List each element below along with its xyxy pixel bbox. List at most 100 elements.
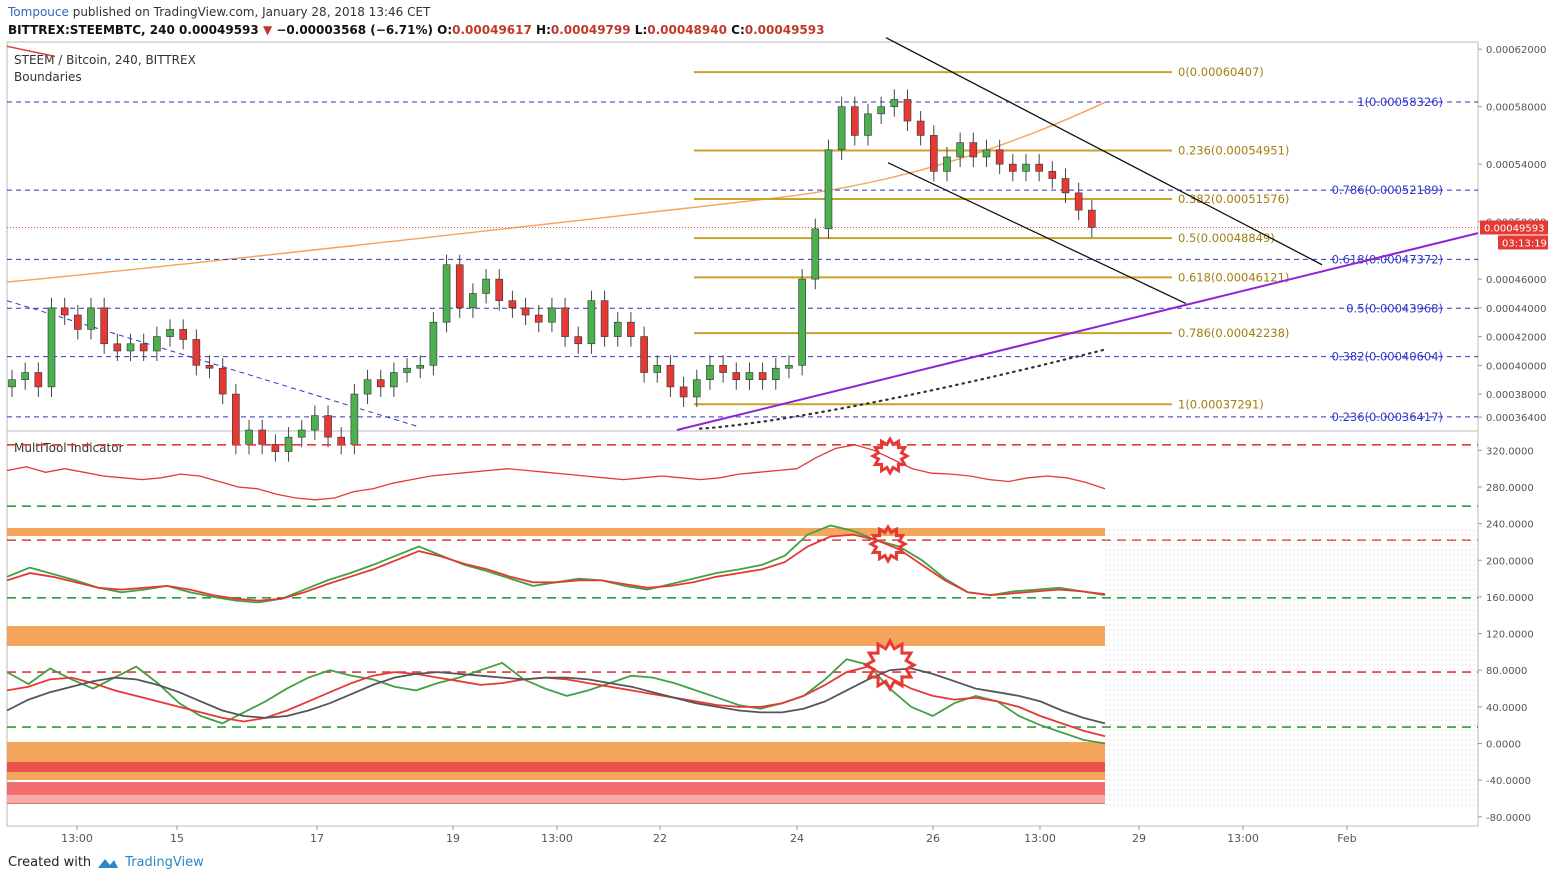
- candle: [113, 343, 122, 352]
- indicator-series-line: [6, 524, 1106, 604]
- fib-blue-label: 0.5(0.00043968): [1346, 301, 1443, 315]
- timer-tag: [1498, 235, 1548, 250]
- candle: [324, 415, 332, 438]
- upper-ma-line: [6, 45, 56, 58]
- fib-blue-label: 1(0.00058326): [1357, 95, 1443, 109]
- timer-tag-value: 03:13:19: [1502, 238, 1547, 249]
- candle: [824, 149, 833, 230]
- heat-band: [7, 626, 1105, 646]
- candle: [521, 307, 530, 316]
- y-tick-label: 0.00036400: [1486, 413, 1546, 424]
- candle: [100, 307, 108, 345]
- y-tick-label: 0.00040000: [1486, 361, 1546, 372]
- ohlc-header: BITTREX:STEEMBTC, 240 0.00049593 ▼ −0.00…: [8, 23, 824, 37]
- candle: [403, 367, 411, 373]
- candle: [719, 365, 727, 373]
- candle: [837, 106, 846, 151]
- moving-average-line: [6, 101, 1106, 283]
- candle: [587, 300, 596, 345]
- down-arrow-icon: ▼: [262, 23, 273, 37]
- x-tick-label: Feb: [1337, 832, 1356, 845]
- last-price: 0.00049593: [179, 23, 259, 37]
- x-tick-label: 22: [653, 832, 667, 845]
- candle: [1061, 178, 1070, 194]
- tradingview-logo-icon: [98, 858, 119, 868]
- y-tick-label: 0.0000: [1486, 740, 1521, 751]
- candle: [930, 135, 938, 172]
- candle: [205, 365, 214, 369]
- candle: [732, 372, 741, 381]
- candle: [60, 307, 69, 316]
- brand-link[interactable]: TradingView: [125, 855, 204, 870]
- candle: [442, 264, 451, 323]
- y-tick-label: 120.0000: [1486, 630, 1534, 641]
- y-tick-label: 40.0000: [1486, 703, 1527, 714]
- low-value: 0.00048940: [647, 23, 727, 37]
- indicator-series-line: [6, 533, 1106, 602]
- candle: [1022, 163, 1030, 172]
- publish-info: Tompouce published on TradingView.com, J…: [8, 5, 430, 19]
- series-legend: STEEM / Bitcoin, 240, BITTREX: [14, 53, 196, 67]
- candle: [758, 372, 767, 381]
- y-tick-label: 280.0000: [1486, 483, 1534, 494]
- high-value: 0.00049799: [550, 23, 631, 37]
- candle: [653, 365, 662, 373]
- candle: [877, 106, 885, 115]
- candle: [87, 307, 95, 330]
- candle: [416, 365, 425, 369]
- candle: [74, 314, 82, 330]
- candle: [311, 415, 319, 431]
- y-tick-label: 0.00044000: [1486, 304, 1546, 315]
- price-tag: [1480, 220, 1548, 235]
- candle: [429, 321, 438, 366]
- channel-upper-line: [885, 37, 1323, 266]
- candle: [21, 372, 29, 381]
- candle: [166, 329, 174, 337]
- signal-star-icon: [867, 523, 909, 565]
- high-key: H:: [536, 23, 551, 37]
- signal-star-icon: [862, 637, 918, 693]
- author-link[interactable]: Tompouce: [8, 5, 69, 19]
- footer: Created with TradingView: [8, 855, 204, 870]
- y-tick-label: -40.0000: [1486, 776, 1531, 787]
- candle: [864, 113, 872, 136]
- indicator-legend: MultiTool Indicator: [14, 441, 124, 455]
- candle: [376, 379, 385, 388]
- x-tick-label: 19: [446, 832, 460, 845]
- candle: [34, 372, 43, 388]
- y-tick-label: 0.00042000: [1486, 333, 1546, 344]
- candle: [903, 99, 912, 122]
- candle: [1088, 209, 1096, 228]
- candle: [8, 379, 16, 388]
- candle: [139, 343, 148, 352]
- y-tick-label: 0.00046000: [1486, 275, 1546, 286]
- candle: [179, 329, 187, 340]
- candle: [666, 365, 675, 388]
- fib-gold-label: 0.5(0.00048849): [1178, 231, 1275, 245]
- x-tick-label: 13:00: [1227, 832, 1259, 845]
- candle: [534, 314, 543, 323]
- candle: [350, 393, 359, 445]
- x-tick-label: 13:00: [61, 832, 93, 845]
- y-tick-label: 320.0000: [1486, 446, 1534, 457]
- candle: [245, 429, 253, 445]
- fib-gold-label: 0.236(0.00054951): [1178, 143, 1289, 157]
- fib-gold-label: 0(0.00060407): [1178, 65, 1264, 79]
- heat-band: [7, 742, 1105, 780]
- y-tick-label: 160.0000: [1486, 593, 1534, 604]
- published-text: published on TradingView.com, January 28…: [72, 5, 431, 19]
- fib-gold-label: 0.786(0.00042238): [1178, 326, 1289, 340]
- symbol-label: BITTREX:STEEMBTC, 240: [8, 23, 175, 37]
- created-with-text: Created with: [8, 855, 92, 870]
- fib-gold-label: 1(0.00037291): [1178, 397, 1264, 411]
- fib-blue-label: 0.786(0.00052189): [1332, 183, 1443, 197]
- fib-gold-label: 0.382(0.00051576): [1178, 192, 1289, 206]
- candle: [337, 436, 346, 445]
- fib-gold-label: 0.618(0.00046121): [1178, 270, 1289, 284]
- candle: [258, 429, 267, 445]
- candle: [943, 156, 951, 172]
- x-tick-label: 29: [1132, 832, 1146, 845]
- indicator-series-line: [6, 444, 1106, 501]
- y-tick-label: 200.0000: [1486, 556, 1534, 567]
